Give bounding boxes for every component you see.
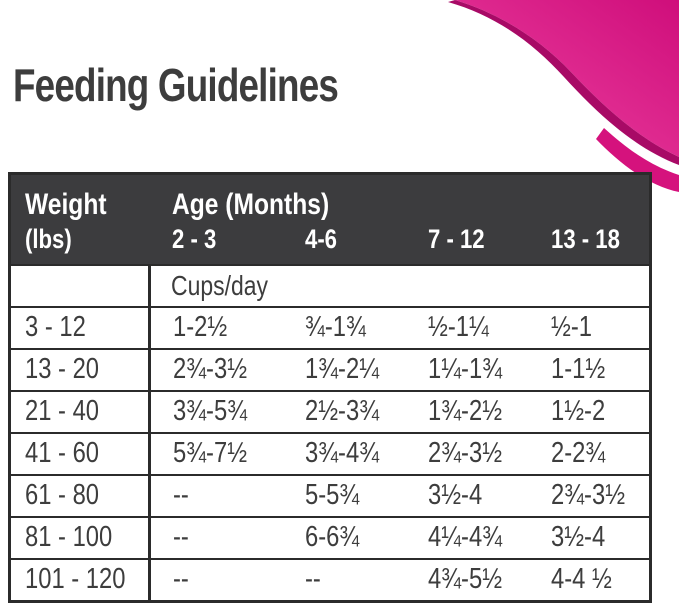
value-cell: 1¾-2½: [405, 389, 529, 433]
value-cell: 2-2¾: [528, 431, 651, 475]
weight-cell: 61 - 80: [9, 473, 151, 517]
age-range-4-6: 4-6: [282, 221, 406, 265]
age-months-header: Age (Months): [149, 173, 651, 222]
value-cell: ½-1¼: [405, 305, 529, 349]
feeding-guidelines-page: { "page": { "title": "Feeding Guidelines…: [8, 0, 679, 603]
value-cell: 2½-3¾: [282, 389, 406, 433]
feeding-guidelines-table: Weight Age (Months) (lbs) 2 - 3 4-6 7 - …: [8, 172, 653, 603]
age-range-13-18: 13 - 18: [528, 221, 651, 265]
swoosh-white-gap: [596, 118, 679, 173]
units-label-cell: Cups/day: [149, 263, 651, 307]
weight-cell: 3 - 12: [9, 305, 151, 349]
swoosh-main-shape: [455, 0, 679, 157]
table-row: 101 - 120 -- -- 4¾-5½ 4-4 ½: [9, 557, 651, 601]
value-cell: ½-1: [528, 305, 651, 349]
page-title: Feeding Guidelines: [13, 59, 339, 111]
value-cell: 2¾-3½: [528, 473, 651, 517]
table-header: Weight Age (Months) (lbs) 2 - 3 4-6 7 - …: [9, 173, 651, 265]
units-row: Cups/day: [9, 263, 651, 307]
age-range-2-3: 2 - 3: [149, 221, 283, 265]
value-cell: 2¾-3½: [149, 347, 283, 391]
value-cell: --: [149, 515, 283, 559]
weight-header: Weight: [9, 173, 150, 222]
value-cell: 1¾-2¼: [282, 347, 406, 391]
value-cell: 4¾-5½: [405, 557, 529, 601]
value-cell: --: [149, 473, 283, 517]
table-row: 41 - 60 5¾-7½ 3¾-4¾ 2¾-3½ 2-2¾: [9, 431, 651, 475]
value-cell: 4-4 ½: [528, 557, 651, 601]
weight-cell: 101 - 120: [9, 557, 151, 601]
weight-cell: 81 - 100: [9, 515, 151, 559]
value-cell: 3½-4: [528, 515, 651, 559]
value-cell: 5-5¾: [282, 473, 406, 517]
value-cell: 4¼-4¾: [405, 515, 529, 559]
table-row: 81 - 100 -- 6-6¾ 4¼-4¾ 3½-4: [9, 515, 651, 559]
header-sub-row: (lbs) 2 - 3 4-6 7 - 12 13 - 18: [9, 221, 651, 265]
value-cell: 2¾-3½: [405, 431, 529, 475]
weight-cell: 13 - 20: [9, 347, 151, 391]
weight-unit-header: (lbs): [9, 221, 150, 265]
table-row: 13 - 20 2¾-3½ 1¾-2¼ 1¼-1¾ 1-1½: [9, 347, 651, 391]
table-row: 61 - 80 -- 5-5¾ 3½-4 2¾-3½: [9, 473, 651, 517]
value-cell: 5¾-7½: [149, 431, 283, 475]
value-cell: 1-1½: [528, 347, 651, 391]
value-cell: 1½-2: [528, 389, 651, 433]
units-empty-cell: [9, 263, 151, 307]
value-cell: --: [282, 557, 406, 601]
value-cell: 3½-4: [405, 473, 529, 517]
header-main-row: Weight Age (Months): [9, 173, 651, 222]
age-range-7-12: 7 - 12: [405, 221, 529, 265]
value-cell: --: [149, 557, 283, 601]
value-cell: 1-2½: [149, 305, 283, 349]
value-cell: 1¼-1¾: [405, 347, 529, 391]
value-cell: 3¾-4¾: [282, 431, 406, 475]
table-row: 3 - 12 1-2½ ¾-1¾ ½-1¼ ½-1: [9, 305, 651, 349]
table-row: 21 - 40 3¾-5¾ 2½-3¾ 1¾-2½ 1½-2: [9, 389, 651, 433]
value-cell: 3¾-5¾: [149, 389, 283, 433]
swoosh-shadow-rim: [448, 0, 679, 165]
value-cell: 6-6¾: [282, 515, 406, 559]
weight-cell: 21 - 40: [9, 389, 151, 433]
weight-cell: 41 - 60: [9, 431, 151, 475]
value-cell: ¾-1¾: [282, 305, 406, 349]
